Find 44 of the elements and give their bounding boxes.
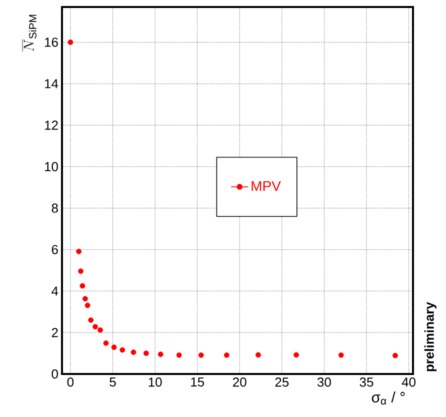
point	[338, 352, 344, 358]
y-tick-label: 10	[44, 162, 58, 172]
point	[224, 352, 230, 358]
y-tick-label: 14	[44, 79, 58, 88]
x-tick-label: 25	[275, 378, 289, 387]
point	[294, 352, 299, 358]
x-tick-label: 0	[67, 378, 74, 387]
point	[98, 327, 103, 333]
point	[80, 283, 86, 289]
x-tick-label: 20	[233, 378, 246, 387]
point	[92, 324, 98, 330]
point	[88, 317, 94, 323]
y-tick-label: 16	[44, 38, 58, 47]
x-tick-label: 30	[317, 378, 331, 387]
y-tick-label: 0	[52, 369, 58, 379]
y-tick-label: 12	[44, 120, 58, 130]
x-tick-label: 15	[191, 378, 204, 387]
y-axis-title: $\overline{N}_{\mathrm{SiPM}}$	[22, 14, 36, 52]
point	[82, 296, 88, 302]
x-tick-label: 5	[110, 378, 116, 387]
x-axis-title: σ$_{α}$ / °	[372, 392, 405, 405]
x-tick-label: 35	[360, 378, 374, 387]
point	[120, 347, 126, 353]
text: preliminary	[424, 302, 436, 372]
point	[130, 350, 136, 355]
point	[392, 352, 398, 358]
legend-label: MPV	[252, 181, 281, 191]
x-tick-label: 40	[402, 378, 416, 387]
point	[68, 40, 74, 45]
point	[76, 248, 82, 254]
point	[84, 302, 90, 308]
point	[256, 352, 261, 358]
x-tick-label: 10	[148, 378, 162, 387]
y-tick-label: 2	[52, 328, 58, 338]
y-tick-label: 4	[52, 286, 58, 296]
point	[103, 340, 109, 346]
y-tick-label: 6	[52, 244, 58, 254]
y-tick-label: 8	[52, 204, 58, 213]
point	[78, 268, 84, 274]
point	[111, 344, 117, 350]
point	[176, 352, 182, 358]
point	[143, 350, 149, 356]
point	[158, 352, 164, 357]
point	[198, 352, 204, 358]
